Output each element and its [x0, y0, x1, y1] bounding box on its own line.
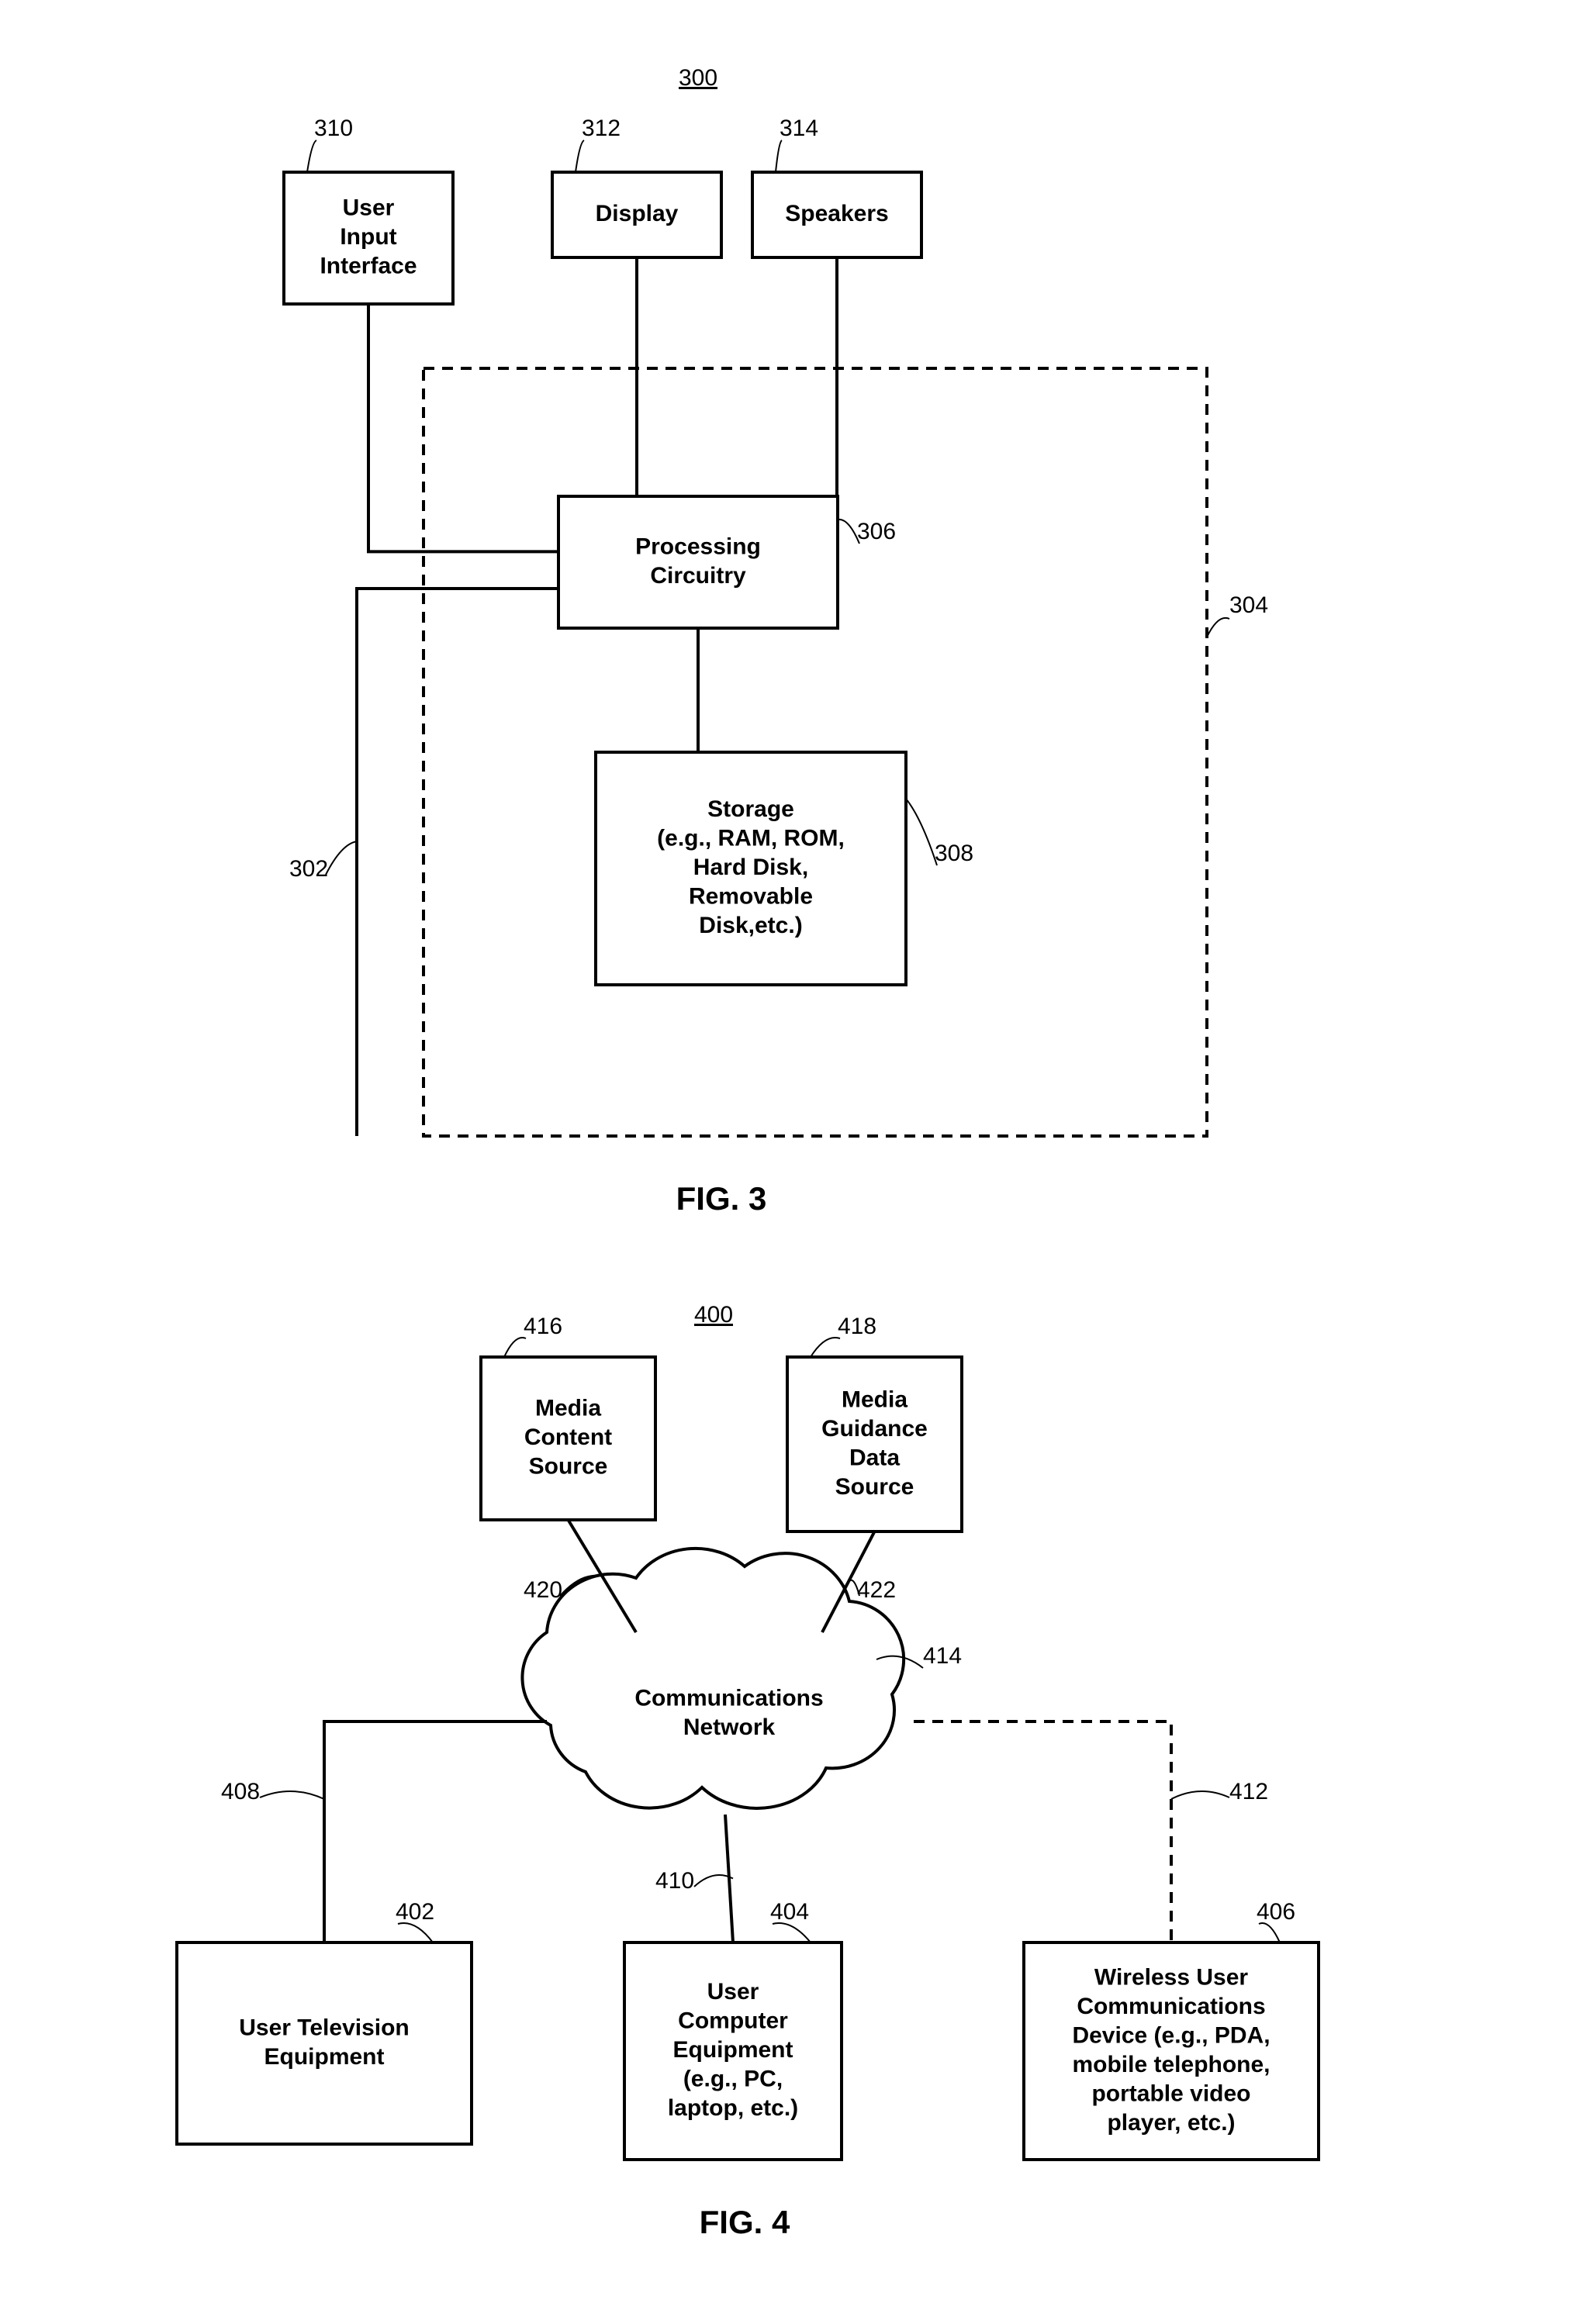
fig4-lead-410: [694, 1875, 733, 1887]
fig4-link-408: [324, 1721, 547, 1942]
fig4-lead-404: [773, 1923, 811, 1942]
fig4-ref-402: 402: [396, 1899, 434, 1925]
fig3-ref-304: 304: [1229, 592, 1268, 618]
fig4-ref-408: 408: [221, 1779, 260, 1804]
fig4-lead-402: [398, 1923, 433, 1942]
fig3-lead-306: [838, 520, 859, 544]
fig4-media-content-source-label: MediaContentSource: [524, 1395, 612, 1479]
fig4-ref-404: 404: [770, 1899, 809, 1925]
fig4-lead-412: [1171, 1791, 1229, 1799]
fig3-display-label: Display: [596, 201, 679, 226]
fig3-ref-310: 310: [314, 116, 353, 141]
fig3-speakers-label: Speakers: [785, 201, 888, 226]
fig4-ref-406: 406: [1257, 1899, 1295, 1925]
fig3-lead-314: [776, 140, 782, 172]
fig3-lead-304: [1207, 618, 1229, 637]
fig4-ref-414: 414: [923, 1643, 962, 1669]
fig4-lead-408: [260, 1791, 324, 1799]
fig3-ref-302: 302: [289, 856, 328, 882]
fig4-ref-420: 420: [524, 1577, 562, 1603]
fig3-ref-314: 314: [780, 116, 818, 141]
fig4-link-412: [914, 1721, 1171, 1942]
fig3-lead-312: [576, 140, 584, 172]
fig3-ref-312: 312: [582, 116, 621, 141]
fig3-lead-302: [326, 841, 357, 875]
fig3-ref-306: 306: [857, 519, 896, 544]
fig3-conn-userinput-proc: [368, 304, 558, 551]
fig4-caption: FIG. 4: [700, 2204, 790, 2240]
fig4-ref-418: 418: [838, 1314, 876, 1339]
fig4-lead-418: [811, 1338, 840, 1357]
fig3-lead-310: [307, 140, 316, 172]
fig4-lead-406: [1259, 1923, 1280, 1942]
fig3-conn-io-302: [357, 589, 558, 1136]
fig4-ref-422: 422: [857, 1577, 896, 1603]
fig3-lead-308: [906, 799, 937, 865]
fig4-lead-416: [504, 1338, 526, 1357]
fig4-ref-416: 416: [524, 1314, 562, 1339]
fig3-caption: FIG. 3: [676, 1180, 767, 1217]
fig4-ref-400: 400: [694, 1302, 733, 1328]
fig4-ref-412: 412: [1229, 1779, 1268, 1804]
fig4-ref-410: 410: [655, 1868, 694, 1894]
fig3-ref-300: 300: [679, 65, 717, 91]
fig3-ref-308: 308: [935, 841, 973, 866]
